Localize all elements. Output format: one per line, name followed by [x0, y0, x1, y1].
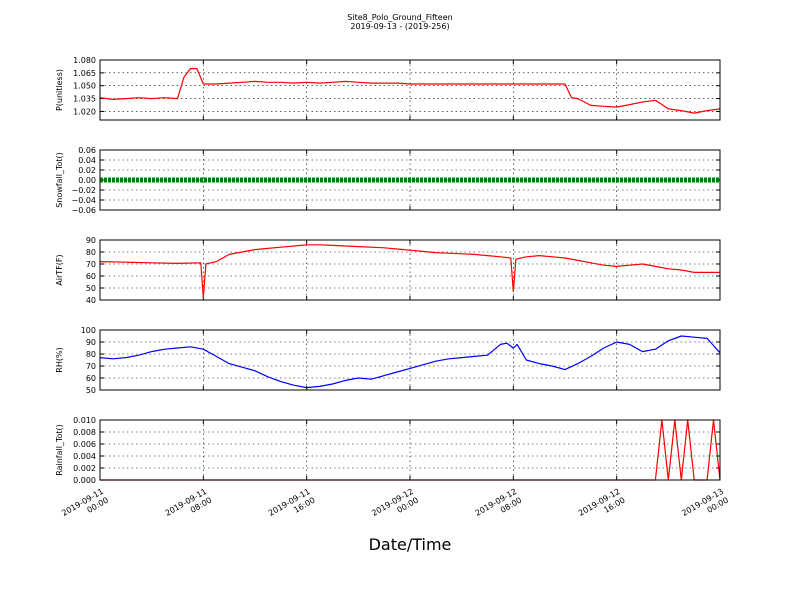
- y-tick-label: 1.080: [73, 56, 96, 65]
- series-line: [100, 419, 721, 481]
- y-tick-label: −0.06: [71, 206, 96, 215]
- y-tick-label: 0.010: [73, 416, 96, 425]
- chart-subtitle: 2019-09-13 - (2019-256): [350, 22, 449, 31]
- plot-frame: [99, 239, 721, 301]
- y-axis-label: RH(%): [55, 347, 64, 372]
- y-tick-label: 80: [86, 350, 96, 359]
- panel-2: 0.060.040.020.00−0.02−0.04−0.06 Snowfall_…: [55, 146, 721, 215]
- y-tick-label: 0.02: [78, 166, 96, 175]
- y-axis-label: AirTF(F): [55, 254, 64, 285]
- y-tick-label: −0.02: [71, 186, 96, 195]
- y-tick-label: 1.020: [73, 107, 96, 116]
- x-tick-label: 2019-09-1300:00: [680, 487, 730, 527]
- plot-frame: [99, 329, 721, 391]
- x-tick-label: 2019-09-1108:00: [164, 487, 214, 527]
- x-tick-label: 2019-09-1100:00: [60, 487, 110, 527]
- y-tick-label: 100: [81, 326, 96, 335]
- y-tick-label: 0.006: [73, 440, 96, 449]
- y-tick-label: 1.050: [73, 82, 96, 91]
- y-tick-label: 0.04: [78, 156, 96, 165]
- plot-frame: [99, 59, 721, 121]
- plot-frame: [99, 149, 721, 211]
- chart-title: Site8_Polo_Ground_Fifteen: [347, 13, 452, 22]
- panel-1: 1.080 1.065 1.050 1.035 1.020 P(unitless): [55, 56, 721, 121]
- series-line: [99, 244, 720, 299]
- panel-5: 0.010 0.008 0.006 0.004 0.002 0.000 Rainfall_T…: [55, 416, 721, 485]
- y-tick-label: −0.04: [71, 196, 96, 205]
- x-axis-label: Date/Time: [369, 535, 452, 554]
- y-tick-label: 50: [86, 284, 96, 293]
- x-tick-label: 2019-09-1208:00: [474, 487, 524, 527]
- y-tick-label: 0.00: [78, 176, 96, 185]
- y-tick-label: 90: [86, 236, 96, 245]
- plot-frame: [99, 419, 721, 481]
- y-axis-label: Snowfall_Tot(): [55, 152, 64, 208]
- y-tick-label: 70: [86, 260, 96, 269]
- y-tick-label: 0.002: [73, 464, 96, 473]
- x-axis: 2019-09-1100:00 2019-09-1108:00 2019-09-11…: [60, 487, 730, 527]
- x-tick-label: 2019-09-1116:00: [267, 487, 317, 527]
- series-line: [99, 335, 721, 389]
- y-tick-label: 40: [86, 296, 96, 305]
- y-tick-label: 0.004: [73, 452, 96, 461]
- y-tick-label: 60: [86, 272, 96, 281]
- y-tick-label: 0.000: [73, 476, 96, 485]
- y-axis-label: Rainfall_Tot(): [55, 424, 64, 476]
- x-tick-label: 2019-09-1200:00: [370, 487, 420, 527]
- y-tick-label: 1.065: [73, 69, 96, 78]
- y-axis-label: P(unitless): [55, 69, 64, 111]
- y-tick-label: 80: [86, 248, 96, 257]
- panel-4: 100 90 80 70 60 50 RH(%): [55, 326, 721, 395]
- y-tick-label: 60: [86, 374, 96, 383]
- x-tick-label: 2019-09-1216:00: [577, 487, 627, 527]
- y-tick-label: 50: [86, 386, 96, 395]
- y-tick-label: 0.008: [73, 428, 96, 437]
- y-tick-label: 90: [86, 338, 96, 347]
- y-tick-label: 0.06: [78, 146, 96, 155]
- y-tick-label: 70: [86, 362, 96, 371]
- panel-3: 90 80 70 60 50 40 AirTF(F): [55, 236, 721, 305]
- panels: 1.080 1.065 1.050 1.035 1.020 P(unitless) 0.06…: [55, 56, 721, 485]
- y-tick-label: 1.035: [73, 95, 96, 104]
- series-line: [99, 67, 721, 114]
